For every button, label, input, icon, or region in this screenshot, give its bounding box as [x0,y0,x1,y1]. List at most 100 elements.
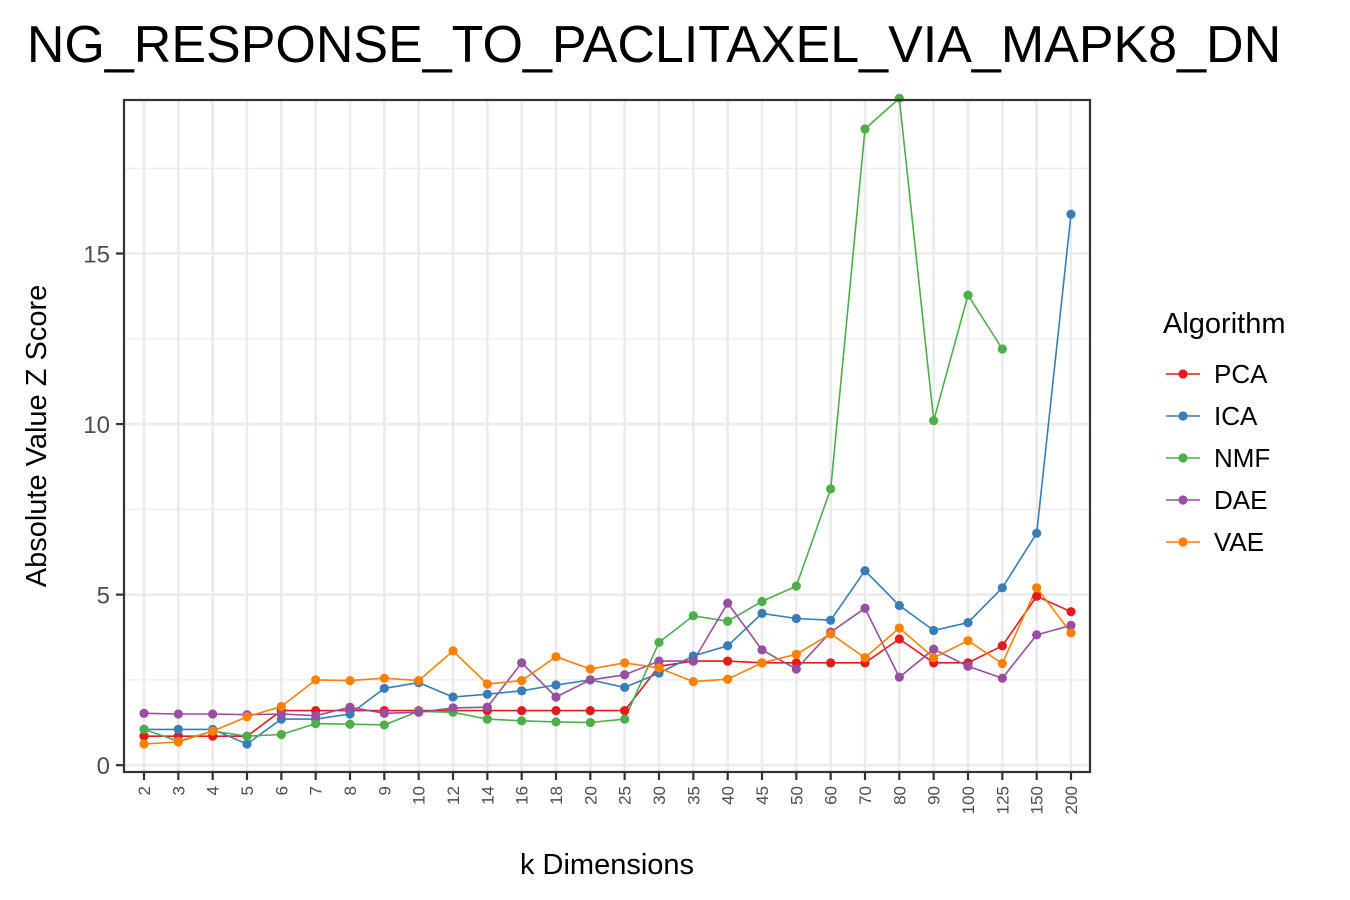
data-point-dae [414,707,424,717]
x-tick-label: 10 [410,786,429,805]
data-point-dae [208,709,218,719]
data-point-vae [860,653,870,663]
data-point-vae [894,623,904,633]
data-point-ica [963,617,973,628]
data-point-nmf [757,596,767,607]
y-tick-label: 10 [83,412,110,439]
series-points [139,93,1076,749]
x-tick-label: 35 [684,786,703,805]
data-point-vae [482,679,492,689]
data-point-pca [1066,607,1076,617]
data-point-dae [688,656,698,666]
x-tick-label: 125 [993,786,1012,814]
x-tick-label: 150 [1028,786,1047,814]
data-point-ica [723,641,733,651]
data-point-pca [997,641,1007,651]
data-point-pca [585,705,595,716]
data-point-pca [139,731,149,741]
data-point-dae [345,702,355,712]
x-axis-label: k Dimensions [520,849,694,881]
legend-title: Algorithm [1163,308,1286,340]
data-point-ica [826,615,836,625]
legend-marker-nmf [1178,453,1188,463]
data-point-vae [448,646,458,656]
x-tick-label: 25 [616,786,635,805]
data-point-dae [963,661,973,671]
data-point-ica [242,739,252,749]
data-point-dae [448,703,458,713]
data-point-vae [997,658,1007,669]
series-line-nmf [143,96,1003,743]
data-point-vae [551,652,561,662]
x-tick-label: 18 [547,786,566,805]
data-point-vae [654,663,664,673]
data-point-nmf [791,581,801,591]
x-tick-label: 60 [822,786,841,805]
data-point-ica [1032,528,1042,538]
data-point-ica [551,680,561,690]
data-point-ica [757,608,767,618]
data-point-pca [551,705,561,716]
legend-marker-pca [1178,369,1188,379]
data-point-vae [242,712,252,722]
x-tick-label: 4 [204,786,223,795]
x-tick-label: 7 [307,786,326,795]
x-tick-label: 70 [856,786,875,805]
data-point-ica [1066,209,1076,219]
data-point-nmf [894,93,904,103]
data-point-vae [620,658,630,668]
x-tick-label: 6 [272,786,291,795]
data-point-dae [791,664,801,674]
data-point-dae [929,644,939,654]
data-point-pca [723,656,733,666]
y-tick-label: 5 [97,583,110,610]
data-point-vae [963,636,973,646]
data-point-ica [791,613,801,624]
data-point-ica [173,724,183,734]
data-point-dae [723,598,733,608]
data-point-nmf [826,484,836,494]
x-tick-label: 50 [787,786,806,805]
data-point-nmf [242,731,252,741]
data-point-vae [517,675,527,686]
legend-label-pca: PCA [1214,359,1268,389]
data-point-nmf [860,124,870,134]
x-tick-label: 80 [890,786,909,805]
data-point-ica [517,686,527,696]
data-point-pca [826,658,836,668]
legend-item-vae: VAE [1166,527,1264,557]
data-point-vae [723,674,733,684]
x-tick-label: 2 [135,786,154,795]
legend-item-nmf: NMF [1166,443,1270,473]
y-tick-label: 0 [97,753,110,780]
legend-item-pca: PCA [1166,359,1268,389]
data-point-dae [139,708,149,718]
data-point-pca [620,705,630,716]
data-point-dae [1032,630,1042,640]
data-point-dae [585,675,595,685]
legend-item-ica: ICA [1166,401,1258,431]
plot-panel-border [122,98,1092,774]
data-point-ica [620,682,630,693]
data-point-vae [345,675,355,686]
legend-marker-dae [1178,495,1188,505]
data-point-nmf [585,717,595,728]
data-point-dae [311,711,321,721]
data-point-nmf [929,416,939,426]
data-point-pca [1032,591,1042,601]
grid [124,100,1090,772]
data-point-nmf [997,344,1007,354]
legend-label-vae: VAE [1214,527,1264,557]
data-point-vae [311,675,321,685]
data-point-ica [894,600,904,611]
data-point-vae [791,649,801,659]
data-point-nmf [139,724,149,734]
x-tick-label: 90 [925,786,944,805]
data-point-vae [757,658,767,668]
legend-item-dae: DAE [1166,485,1267,515]
series-line-vae [143,586,1072,745]
data-point-pca [517,705,527,716]
data-point-dae [997,673,1007,683]
data-point-nmf [963,290,973,300]
